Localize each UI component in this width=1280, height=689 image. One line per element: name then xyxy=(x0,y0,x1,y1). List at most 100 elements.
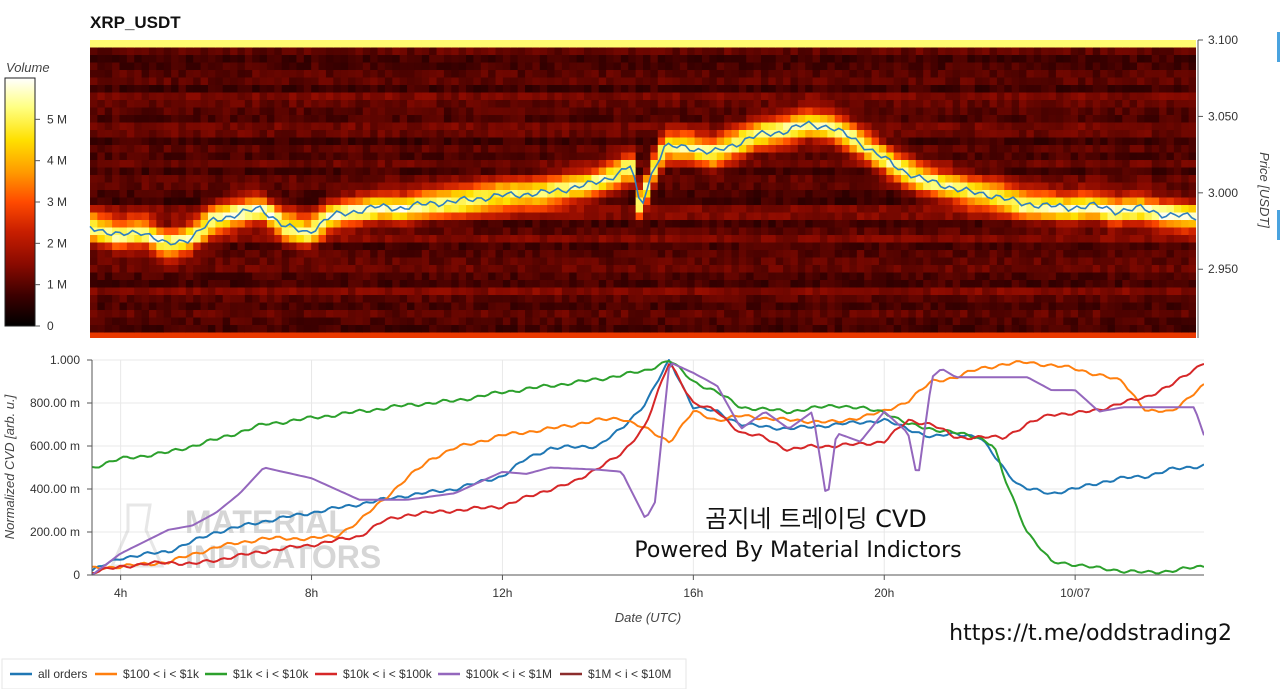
heatmap-cell xyxy=(731,55,740,63)
heatmap-cell xyxy=(665,265,674,273)
heatmap-cell xyxy=(606,265,615,273)
heatmap-cell xyxy=(561,85,570,93)
heatmap-cell xyxy=(399,62,408,71)
heatmap-cell xyxy=(960,167,969,176)
heatmap-cell xyxy=(104,197,113,206)
heatmap-cell xyxy=(561,280,570,288)
heatmap-cell xyxy=(996,175,1005,183)
heatmap-cell xyxy=(989,325,998,333)
heatmap-cell xyxy=(289,182,298,191)
heatmap-cell xyxy=(893,100,902,108)
heatmap-cell xyxy=(384,167,393,176)
heatmap-cell xyxy=(768,160,777,168)
heatmap-cell xyxy=(842,227,851,236)
heatmap-cell xyxy=(694,40,703,48)
heatmap-cell xyxy=(746,220,755,228)
heatmap-cell xyxy=(178,40,187,48)
heatmap-cell xyxy=(1004,160,1013,168)
heatmap-cell xyxy=(134,107,143,116)
heatmap-cell xyxy=(1004,62,1013,71)
heatmap-cell xyxy=(945,295,954,303)
heatmap-cell xyxy=(252,160,261,168)
heatmap-cell xyxy=(945,197,954,206)
heatmap-cell xyxy=(937,257,946,266)
heatmap-cell xyxy=(436,70,445,78)
heatmap-cell xyxy=(738,257,747,266)
heatmap-cell xyxy=(878,242,887,251)
heatmap-cell xyxy=(495,55,504,63)
heatmap-cell xyxy=(746,280,755,288)
heatmap-cell xyxy=(141,295,150,303)
heatmap-cell xyxy=(746,227,755,236)
heatmap-cell xyxy=(886,107,895,116)
heatmap-cell xyxy=(716,205,725,213)
heatmap-cell xyxy=(974,265,983,273)
heatmap-cell xyxy=(230,302,239,311)
heatmap-cell xyxy=(539,280,548,288)
heatmap-cell xyxy=(790,182,799,191)
heatmap-cell xyxy=(1004,302,1013,311)
heatmap-cell xyxy=(864,235,873,243)
heatmap-cell xyxy=(893,47,902,56)
heatmap-cell xyxy=(97,152,106,161)
heatmap-cell xyxy=(886,100,895,108)
heatmap-cell xyxy=(945,130,954,138)
heatmap-cell xyxy=(517,122,526,131)
heatmap-cell xyxy=(259,47,268,56)
heatmap-cell xyxy=(451,325,460,333)
heatmap-cell xyxy=(362,190,371,198)
heatmap-cell xyxy=(709,107,718,116)
heatmap-cell xyxy=(584,227,592,236)
heatmap-cell xyxy=(458,47,467,56)
heatmap-cell xyxy=(488,250,497,258)
heatmap-cell xyxy=(643,85,651,93)
heatmap-cell xyxy=(547,190,556,198)
heatmap-cell xyxy=(812,257,821,266)
heatmap-cell xyxy=(967,287,976,296)
heatmap-cell xyxy=(436,167,445,176)
heatmap-cell xyxy=(716,92,725,101)
heatmap-cell xyxy=(333,250,342,258)
heatmap-cell xyxy=(967,55,976,63)
heatmap-cell xyxy=(281,257,290,266)
heatmap-cell xyxy=(731,85,740,93)
heatmap-cell xyxy=(193,250,202,258)
heatmap-cell xyxy=(760,145,769,153)
heatmap-cell xyxy=(878,272,887,281)
heatmap-cell xyxy=(311,265,320,273)
heatmap-cell xyxy=(908,70,917,78)
heatmap-cell xyxy=(502,227,511,236)
heatmap-cell xyxy=(104,332,113,338)
heatmap-cell xyxy=(230,100,239,108)
heatmap-cell xyxy=(436,295,445,303)
heatmap-cell xyxy=(679,317,688,326)
heatmap-cell xyxy=(97,122,106,131)
heatmap-cell xyxy=(325,115,334,123)
heatmap-cell xyxy=(635,70,644,78)
heatmap-cell xyxy=(112,137,121,146)
heatmap-cell xyxy=(377,205,386,213)
heatmap-cell xyxy=(377,92,386,101)
heatmap-cell xyxy=(510,85,519,93)
heatmap-cell xyxy=(436,47,445,56)
heatmap-cell xyxy=(996,107,1005,116)
heatmap-cell xyxy=(134,175,143,183)
heatmap-cell xyxy=(458,175,467,183)
heatmap-cell xyxy=(193,152,202,161)
heatmap-cell xyxy=(937,70,946,78)
heatmap-cell xyxy=(591,160,600,168)
heatmap-cell xyxy=(982,160,991,168)
heatmap-cell xyxy=(606,302,615,311)
heatmap-cell xyxy=(259,227,268,236)
heatmap-cell xyxy=(215,137,224,146)
heatmap-cell xyxy=(421,235,430,243)
heatmap-cell xyxy=(274,130,283,138)
heatmap-cell xyxy=(709,85,718,93)
heatmap-cell xyxy=(266,182,275,191)
heatmap-cell xyxy=(112,107,121,116)
heatmap-cell xyxy=(908,62,917,71)
heatmap-cell xyxy=(303,205,312,213)
heatmap-cell xyxy=(163,85,172,93)
heatmap-cell xyxy=(672,160,681,168)
heatmap-cell xyxy=(407,130,416,138)
